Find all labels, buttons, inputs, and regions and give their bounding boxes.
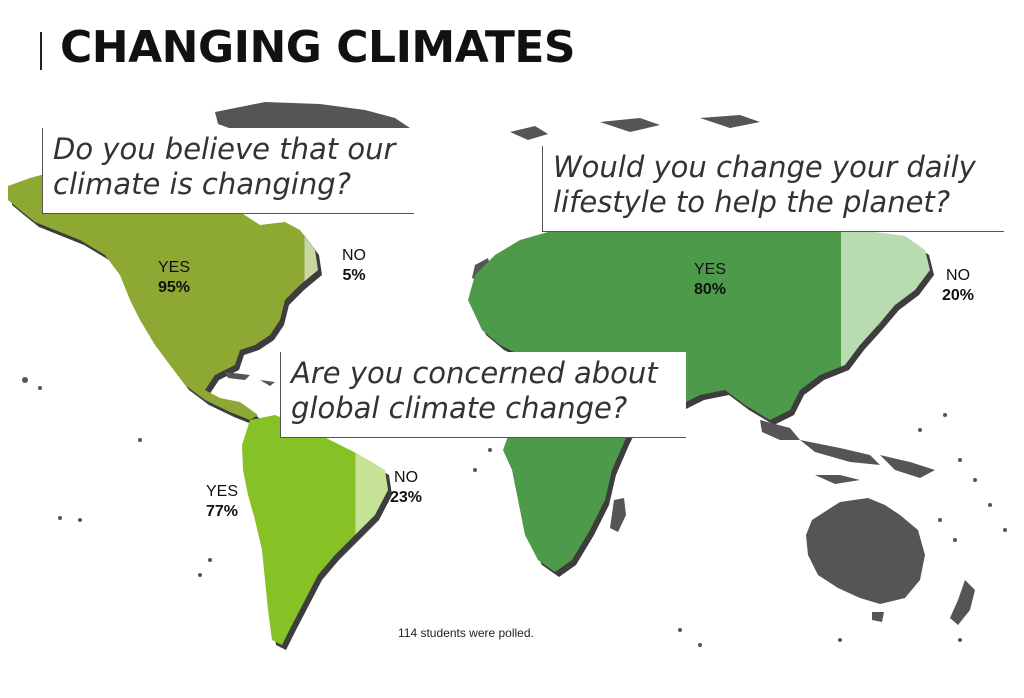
caribbean [225,372,275,386]
q3-yes-label: YES 77% [206,482,238,522]
title-accent-bar [40,32,42,70]
q2-no-category: NO [946,267,971,284]
question-2-box: Would you change your daily lifestyle to… [542,146,1004,232]
question-1-box: Do you believe that our climate is chang… [42,128,414,214]
q3-yes-value: 77% [206,503,239,520]
australia [806,498,925,604]
q2-yes-label: YES 80% [694,260,726,300]
q3-no-value: 23% [390,489,423,506]
q1-no-category: NO [342,247,366,264]
q1-yes-category: YES [158,259,191,276]
q3-no-category: NO [394,469,419,486]
q2-no-value: 20% [942,287,975,304]
q2-yes-value: 80% [694,281,727,298]
q2-yes-category: YES [694,261,727,278]
madagascar [610,498,626,532]
q3-no-label: NO 23% [390,468,422,508]
q1-no-label: NO 5% [342,246,366,286]
island-dots [22,377,1007,647]
q1-yes-value: 95% [158,279,191,296]
q1-yes-label: YES 95% [158,258,190,298]
new-zealand [950,580,975,625]
q2-no-label: NO 20% [942,266,974,306]
page-title: CHANGING CLIMATES [60,22,576,73]
q1-no-value: 5% [342,267,366,284]
indonesia [760,420,935,484]
q3-yes-category: YES [206,483,239,500]
poll-note: 114 students were polled. [398,626,534,640]
tasmania [872,612,884,622]
question-3-box: Are you concerned about global climate c… [280,352,686,438]
